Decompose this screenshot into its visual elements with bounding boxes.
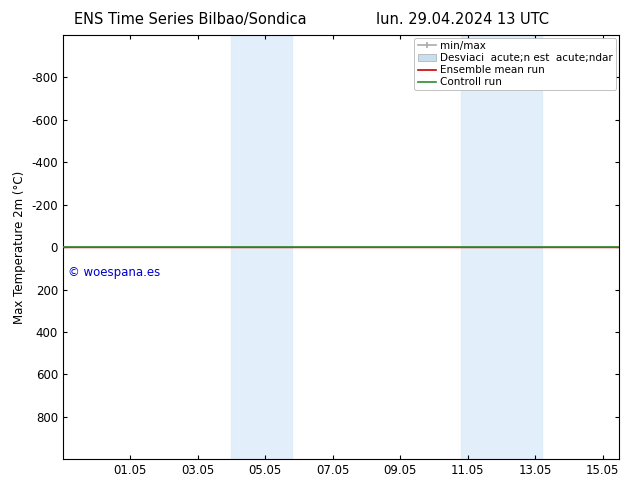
Text: © woespana.es: © woespana.es [68,266,160,279]
Bar [461,35,542,460]
Legend: min/max, Desviaci  acute;n est  acute;ndar, Ensemble mean run, Controll run: min/max, Desviaci acute;n est acute;ndar… [415,38,616,91]
Bar [231,35,292,460]
Text: lun. 29.04.2024 13 UTC: lun. 29.04.2024 13 UTC [377,12,549,27]
Y-axis label: Max Temperature 2m (°C): Max Temperature 2m (°C) [13,171,26,324]
Text: ENS Time Series Bilbao/Sondica: ENS Time Series Bilbao/Sondica [74,12,306,27]
